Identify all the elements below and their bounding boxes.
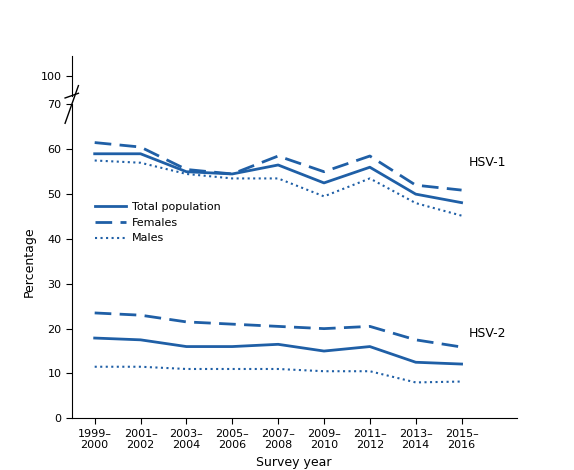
- Text: HSV-1: HSV-1: [468, 156, 506, 169]
- Legend: Total population, Females, Males: Total population, Females, Males: [91, 198, 225, 248]
- X-axis label: Survey year: Survey year: [257, 456, 332, 469]
- Text: HSV-2: HSV-2: [468, 327, 506, 340]
- Y-axis label: Percentage: Percentage: [23, 226, 36, 297]
